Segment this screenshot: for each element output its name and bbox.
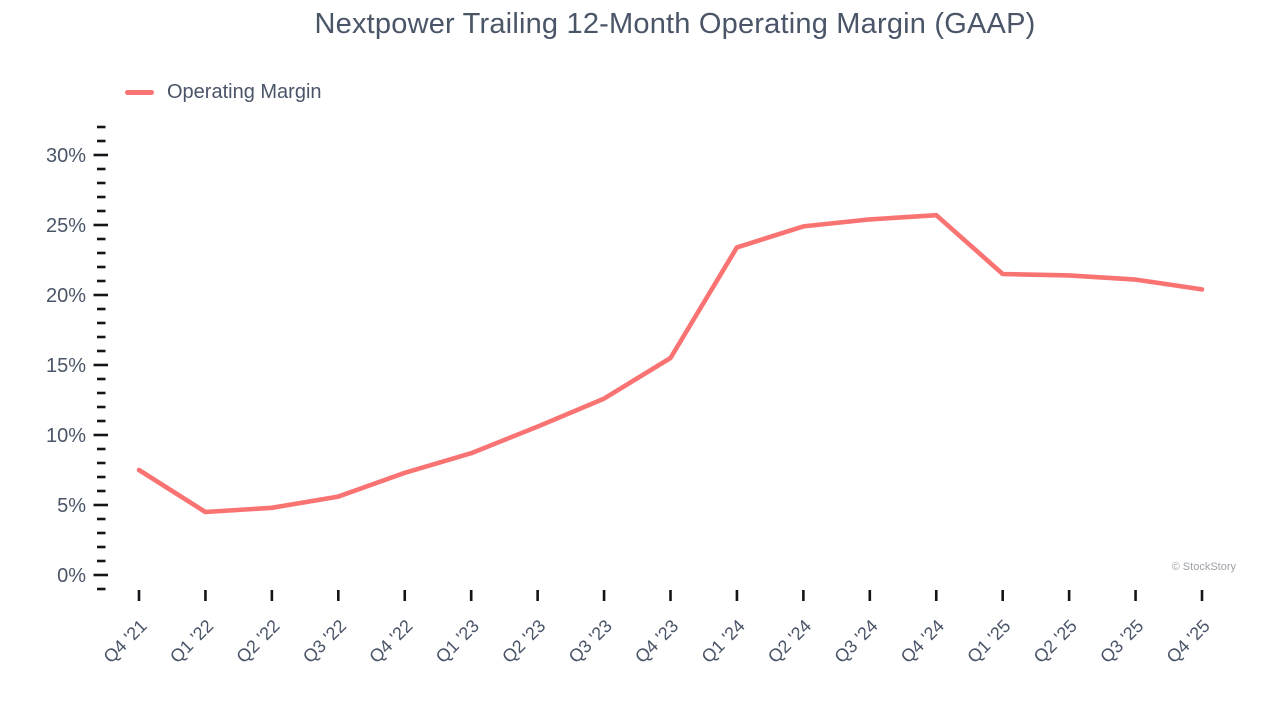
svg-text:Q4 '24: Q4 '24: [897, 616, 948, 667]
svg-text:10%: 10%: [46, 425, 86, 447]
svg-text:Q1 '23: Q1 '23: [432, 616, 483, 667]
svg-text:30%: 30%: [46, 145, 86, 167]
svg-text:Q3 '25: Q3 '25: [1096, 616, 1147, 667]
svg-text:Q4 '25: Q4 '25: [1163, 616, 1214, 667]
legend-label: Operating Margin: [167, 81, 322, 103]
svg-text:0%: 0%: [57, 565, 86, 587]
attribution-text: © StockStory: [1171, 561, 1236, 573]
svg-text:20%: 20%: [46, 285, 86, 307]
svg-text:Q3 '23: Q3 '23: [565, 616, 616, 667]
chart-title: Nextpower Trailing 12-Month Operating Ma…: [314, 8, 1036, 40]
svg-text:Q4 '22: Q4 '22: [365, 616, 416, 667]
series-line: [136, 212, 1205, 515]
y-axis: 0% 5% 10% 15% 20% 25% 30%: [46, 125, 108, 591]
svg-text:Q3 '22: Q3 '22: [299, 616, 350, 667]
svg-text:5%: 5%: [57, 495, 86, 517]
svg-text:Q2 '23: Q2 '23: [498, 616, 549, 667]
svg-text:Q1 '25: Q1 '25: [963, 616, 1014, 667]
svg-text:Q1 '24: Q1 '24: [698, 616, 749, 667]
svg-text:15%: 15%: [46, 355, 86, 377]
svg-text:25%: 25%: [46, 215, 86, 237]
svg-text:Q4 '21: Q4 '21: [100, 616, 151, 667]
svg-text:Q3 '24: Q3 '24: [830, 616, 881, 667]
svg-text:Q2 '25: Q2 '25: [1030, 616, 1081, 667]
svg-text:Q2 '24: Q2 '24: [764, 616, 815, 667]
x-axis: Q4 '21 Q1 '22 Q2 '22 Q3 '22 Q4 '22 Q1 '23 Q2 '…: [100, 590, 1214, 667]
legend-line-swatch-icon: [125, 90, 154, 95]
svg-text:Q4 '23: Q4 '23: [631, 616, 682, 667]
svg-text:Q1 '22: Q1 '22: [166, 616, 217, 667]
svg-text:Q2 '22: Q2 '22: [232, 616, 283, 667]
legend: Operating Margin: [125, 81, 322, 104]
